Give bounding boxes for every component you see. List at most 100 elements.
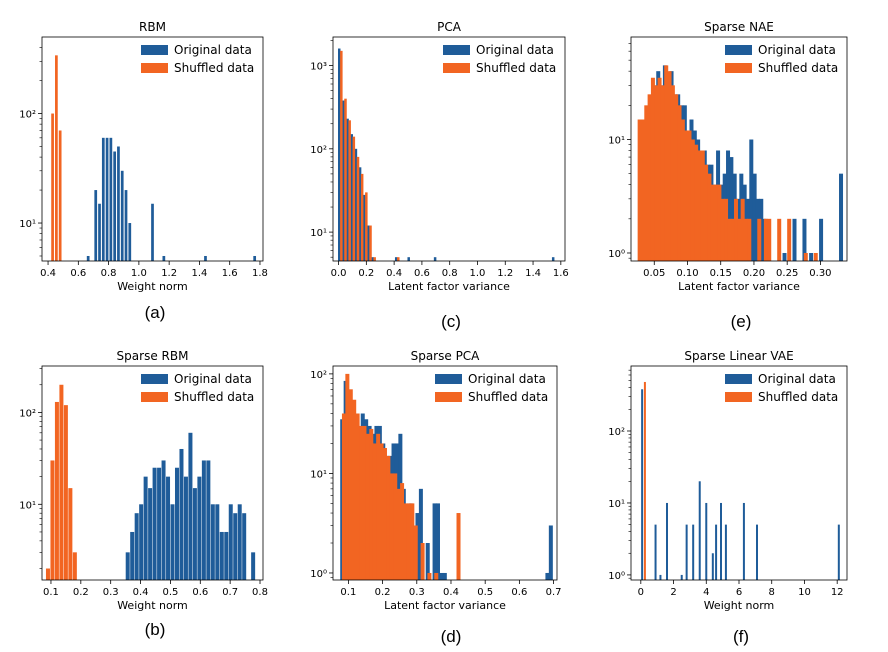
x-tick-label: 0.4 [133, 587, 149, 598]
bar-original [215, 504, 220, 580]
chart-title: PCA [437, 20, 462, 34]
y-tick-label: 10¹ [608, 135, 625, 146]
legend-label-shuffled: Shuffled data [758, 390, 838, 404]
bar-shuffled [700, 150, 705, 261]
bar-shuffled [72, 552, 77, 580]
legend-label-original: Original data [758, 43, 836, 57]
bar-shuffled [813, 252, 818, 261]
bar-original [120, 170, 124, 261]
bar-shuffled [740, 198, 745, 261]
bar-shuffled [707, 173, 712, 261]
bar-original [179, 448, 184, 580]
bar-shuffled [369, 225, 372, 261]
panel-letter: (f) [733, 627, 749, 646]
bar-shuffled [667, 71, 672, 261]
bar-original [197, 476, 202, 580]
bar-shuffled [420, 543, 425, 580]
legend-swatch-shuffled [435, 392, 462, 402]
bar-original [206, 460, 211, 580]
axes-frame [630, 36, 848, 262]
bar-original [174, 467, 179, 580]
chart-title: Sparse RBM [117, 349, 189, 363]
bar-shuffled [365, 192, 368, 261]
bar-original [201, 460, 206, 580]
bar-original [685, 524, 688, 580]
bar-shuffled [362, 425, 367, 580]
panel-letter: (c) [441, 312, 461, 331]
bar-original [435, 503, 440, 580]
bar-original [742, 502, 745, 580]
bar-shuffled [674, 94, 679, 261]
legend-label-original: Original data [174, 372, 252, 386]
bar-shuffled [356, 156, 360, 261]
bar-shuffled [406, 503, 411, 580]
y-tick-label: 10¹ [310, 469, 327, 480]
legend-label-shuffled: Shuffled data [174, 61, 254, 75]
bar-original [439, 572, 444, 580]
bar-shuffled [379, 443, 384, 580]
bar-original [342, 100, 345, 262]
bar-original [752, 173, 757, 261]
x-tick-label: 2 [670, 587, 676, 598]
bar-original [134, 513, 139, 580]
x-tick-label: 1.2 [161, 268, 177, 279]
bar-shuffled [59, 384, 64, 580]
bar-original [253, 255, 257, 261]
legend-label-original: Original data [174, 43, 252, 57]
x-tick-label: 0.1 [43, 587, 59, 598]
bar-shuffled [734, 198, 739, 261]
bar-shuffled [670, 85, 675, 261]
bar-shuffled [68, 488, 73, 580]
bar-original [192, 488, 197, 580]
bar-shuffled [717, 184, 722, 261]
bar-original [659, 574, 662, 580]
bar-original [654, 524, 657, 580]
bar-shuffled [50, 460, 55, 580]
bar-original [551, 257, 555, 261]
bar-shuffled [413, 525, 418, 580]
y-tick-label: 10² [19, 408, 36, 419]
chart-title: Sparse NAE [704, 20, 774, 34]
bar-original [354, 148, 358, 261]
bar-shuffled [348, 389, 353, 580]
bar-original [698, 481, 701, 580]
x-tick-label: 0.2 [375, 587, 391, 598]
bar-original [720, 502, 722, 580]
bar-shuffled [410, 503, 415, 580]
legend-label-shuffled: Shuffled data [174, 390, 254, 404]
bar-original [143, 476, 148, 580]
bar-shuffled [737, 218, 742, 261]
bar-original [224, 531, 229, 580]
y-tick-label: 10² [310, 370, 327, 381]
bar-shuffled [687, 130, 692, 261]
bar-original [756, 524, 758, 580]
chart-title: RBM [139, 20, 166, 34]
bar-shuffled [352, 136, 356, 261]
bar-original [442, 572, 447, 580]
bar-shuffled [403, 503, 408, 580]
y-tick-label: 10⁰ [608, 571, 625, 582]
bar-shuffled [730, 218, 735, 261]
legend-swatch-shuffled [725, 392, 752, 402]
y-tick-label: 10⁰ [608, 249, 625, 260]
x-tick-label: 0.4 [40, 268, 56, 279]
x-axis-label: Weight norm [704, 599, 775, 612]
bar-original [367, 225, 370, 261]
bar-shuffled [456, 513, 461, 580]
bar-shuffled [54, 401, 59, 580]
bar-shuffled [58, 130, 62, 261]
bar-original [101, 137, 105, 261]
x-tick-label: 0.5 [477, 587, 493, 598]
bar-shuffled [369, 428, 374, 580]
bar-original [139, 504, 144, 580]
bar-original [166, 476, 171, 580]
bar-original [130, 531, 135, 580]
x-axis-label: Weight norm [117, 599, 188, 612]
x-tick-label: 0.3 [103, 587, 119, 598]
legend-label-original: Original data [468, 372, 546, 386]
bar-original [117, 146, 120, 261]
bar-original [233, 513, 238, 580]
x-tick-label: 0.15 [710, 268, 732, 279]
panel-pca: PCA 0.0 0.2 0.4 0.6 0.8 1.0 1.2 1.4 1.6 10¹ 10² 10³ L… [310, 20, 569, 331]
